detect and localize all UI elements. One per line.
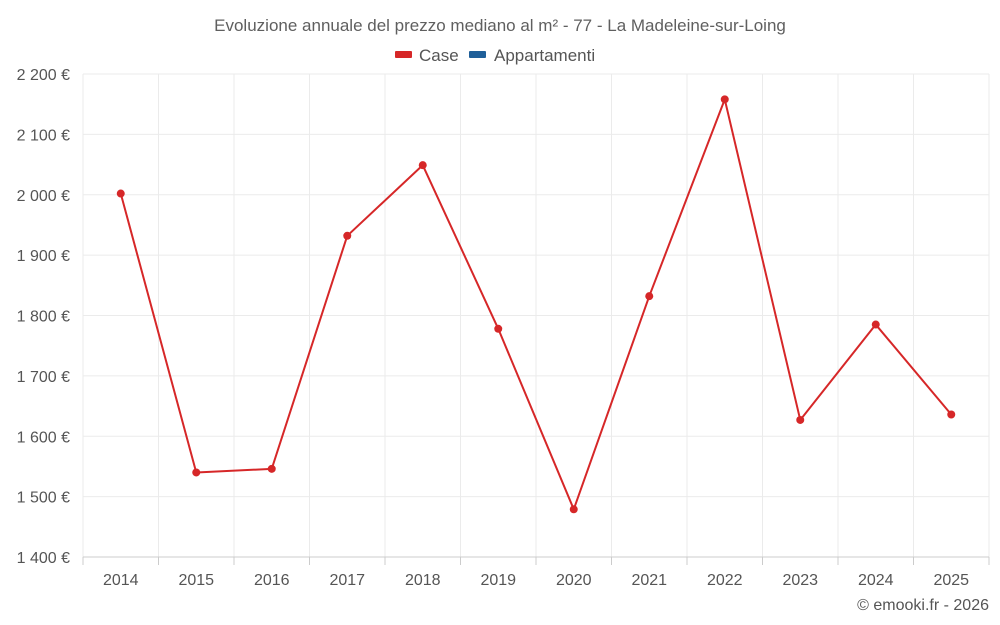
- series-case: [116, 95, 956, 514]
- x-tick-label: 2017: [329, 572, 365, 589]
- credit-text: © emooki.fr - 2026: [857, 597, 989, 614]
- legend-label-appartamenti: Appartamenti: [494, 46, 595, 65]
- data-point[interactable]: [418, 161, 427, 170]
- x-tick-label: 2015: [178, 572, 214, 589]
- legend-swatch-case: [395, 51, 412, 58]
- data-point[interactable]: [871, 320, 880, 329]
- x-tick-label: 2018: [405, 572, 441, 589]
- legend-item-case[interactable]: Case: [395, 46, 459, 65]
- y-tick-label: 1 500 €: [17, 490, 70, 507]
- x-tick-label: 2024: [858, 572, 894, 589]
- data-point[interactable]: [796, 415, 805, 424]
- data-point[interactable]: [645, 292, 654, 301]
- series-line-0: [119, 98, 953, 511]
- data-point[interactable]: [947, 410, 956, 419]
- data-point[interactable]: [267, 464, 276, 473]
- x-axis: 2014 2015 2016 2017 2018 2019 2020 2021 2022 2023…: [82, 556, 990, 589]
- chart-title: Evoluzione annuale del prezzo mediano al…: [214, 16, 786, 35]
- y-tick-label: 1 400 €: [17, 550, 70, 567]
- y-tick-label: 2 100 €: [17, 127, 70, 144]
- x-tick-label: 2023: [782, 572, 818, 589]
- x-tick-label: 2021: [631, 572, 667, 589]
- data-point[interactable]: [116, 189, 125, 198]
- data-point[interactable]: [494, 324, 503, 333]
- y-tick-label: 2 200 €: [17, 67, 70, 84]
- y-tick-label: 1 600 €: [17, 429, 70, 446]
- grid: [82, 73, 990, 557]
- data-point[interactable]: [720, 95, 729, 104]
- y-axis: 1 400 € 1 500 € 1 600 € 1 700 € 1 800 € 1 900…: [17, 67, 70, 567]
- legend-swatch-appartamenti: [469, 51, 486, 58]
- data-point[interactable]: [343, 231, 352, 240]
- y-tick-label: 2 000 €: [17, 188, 70, 205]
- x-tick-label: 2014: [103, 572, 139, 589]
- x-tick-label: 2025: [933, 572, 969, 589]
- legend-label-case: Case: [419, 46, 459, 65]
- x-tick-label: 2016: [254, 572, 290, 589]
- legend: Case Appartamenti: [395, 46, 595, 65]
- x-tick-label: 2020: [556, 572, 592, 589]
- data-point[interactable]: [569, 505, 578, 514]
- data-point[interactable]: [192, 468, 201, 477]
- y-tick-label: 1 900 €: [17, 248, 70, 265]
- legend-item-appartamenti[interactable]: Appartamenti: [469, 46, 595, 65]
- y-tick-label: 1 700 €: [17, 369, 70, 386]
- x-tick-label: 2022: [707, 572, 743, 589]
- x-tick-label: 2019: [480, 572, 516, 589]
- y-tick-label: 1 800 €: [17, 309, 70, 326]
